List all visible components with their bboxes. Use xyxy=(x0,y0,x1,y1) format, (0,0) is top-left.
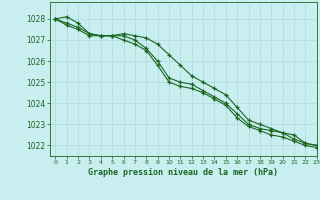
X-axis label: Graphe pression niveau de la mer (hPa): Graphe pression niveau de la mer (hPa) xyxy=(88,168,278,177)
